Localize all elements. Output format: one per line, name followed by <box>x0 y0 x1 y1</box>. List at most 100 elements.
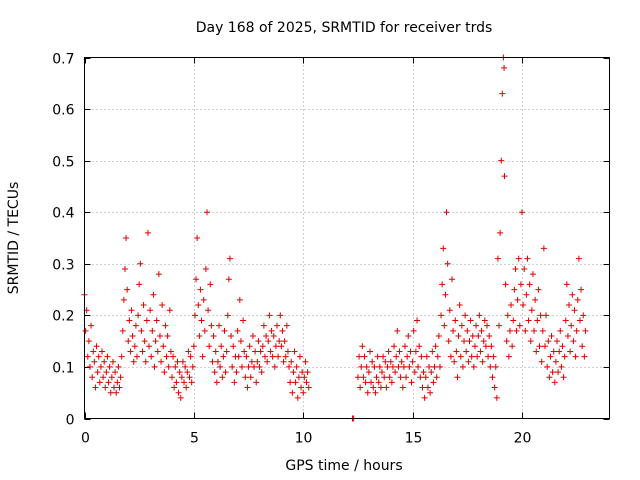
data-point <box>301 374 308 381</box>
data-point <box>416 343 423 350</box>
data-point <box>194 235 201 241</box>
data-point <box>190 343 197 350</box>
data-point <box>369 358 376 365</box>
data-point <box>446 307 453 314</box>
data-point <box>116 384 123 391</box>
data-point <box>430 379 437 386</box>
data-point <box>400 363 407 370</box>
data-point <box>221 327 228 334</box>
data-point <box>241 348 248 355</box>
data-point <box>426 363 433 370</box>
data-point <box>242 374 249 381</box>
data-point <box>359 343 366 350</box>
data-point <box>256 363 263 370</box>
data-point <box>166 307 173 314</box>
data-point <box>278 343 285 350</box>
data-point <box>113 389 120 396</box>
data-point <box>254 358 261 365</box>
data-point <box>527 338 534 345</box>
data-point <box>468 353 475 360</box>
data-point <box>260 322 267 329</box>
data-point <box>537 312 544 319</box>
data-point <box>568 322 575 329</box>
data-point <box>368 379 375 386</box>
data-point <box>493 394 500 401</box>
data-point <box>284 348 291 355</box>
data-point <box>449 276 455 283</box>
data-point <box>134 353 140 360</box>
data-point <box>246 343 253 350</box>
data-point <box>473 322 480 329</box>
data-point <box>539 327 546 334</box>
data-point <box>412 348 419 355</box>
data-point <box>494 255 501 262</box>
data-point <box>579 343 586 350</box>
data-point <box>451 358 458 365</box>
data-point <box>455 332 462 339</box>
data-point <box>300 389 307 396</box>
data-point <box>142 358 149 365</box>
data-point <box>419 384 426 391</box>
data-point <box>108 374 115 381</box>
data-point <box>159 302 166 309</box>
data-point <box>252 348 259 355</box>
data-point <box>498 157 505 164</box>
data-point <box>96 379 103 386</box>
data-point <box>545 338 552 345</box>
data-point <box>137 260 144 267</box>
data-point <box>511 286 518 293</box>
data-point <box>354 374 361 381</box>
data-point <box>282 353 289 360</box>
data-point <box>377 384 384 391</box>
data-point <box>292 379 299 386</box>
data-point <box>376 363 383 370</box>
data-point <box>516 322 523 329</box>
data-point <box>453 348 460 355</box>
data-point <box>164 332 171 339</box>
data-point <box>154 348 161 355</box>
data-point <box>200 296 207 303</box>
data-point <box>502 281 509 288</box>
data-point <box>253 379 260 386</box>
data-point <box>567 348 574 355</box>
data-point <box>569 291 576 298</box>
data-point <box>360 374 367 381</box>
data-point <box>432 343 439 350</box>
data-point <box>226 255 233 262</box>
data-point <box>293 363 300 370</box>
x-axis-title: GPS time / hours <box>285 458 402 474</box>
data-point <box>519 209 525 216</box>
data-point <box>478 327 485 334</box>
data-point <box>536 343 543 350</box>
data-point <box>470 363 477 370</box>
data-points <box>81 54 589 422</box>
data-point <box>563 281 570 288</box>
data-point <box>255 338 262 345</box>
data-point <box>550 348 557 355</box>
data-point <box>138 327 145 334</box>
data-point <box>358 363 365 370</box>
data-point <box>428 369 435 376</box>
data-point <box>371 363 378 370</box>
data-point <box>132 322 139 329</box>
y-tick-label: 0.2 <box>52 309 74 325</box>
data-point <box>244 384 251 391</box>
data-point <box>431 363 438 370</box>
data-point <box>464 327 471 334</box>
data-point <box>442 291 449 298</box>
data-point <box>280 358 287 365</box>
data-point <box>474 353 481 360</box>
data-point <box>251 363 258 370</box>
data-point <box>150 291 157 298</box>
data-point <box>461 338 468 345</box>
data-point <box>240 317 247 324</box>
y-tick-label: 0.5 <box>52 155 74 171</box>
data-point <box>578 286 585 293</box>
data-point <box>153 317 160 324</box>
data-point <box>257 348 264 355</box>
data-point <box>272 343 279 350</box>
data-point <box>356 353 363 360</box>
data-point <box>556 348 563 355</box>
data-point <box>104 353 111 360</box>
